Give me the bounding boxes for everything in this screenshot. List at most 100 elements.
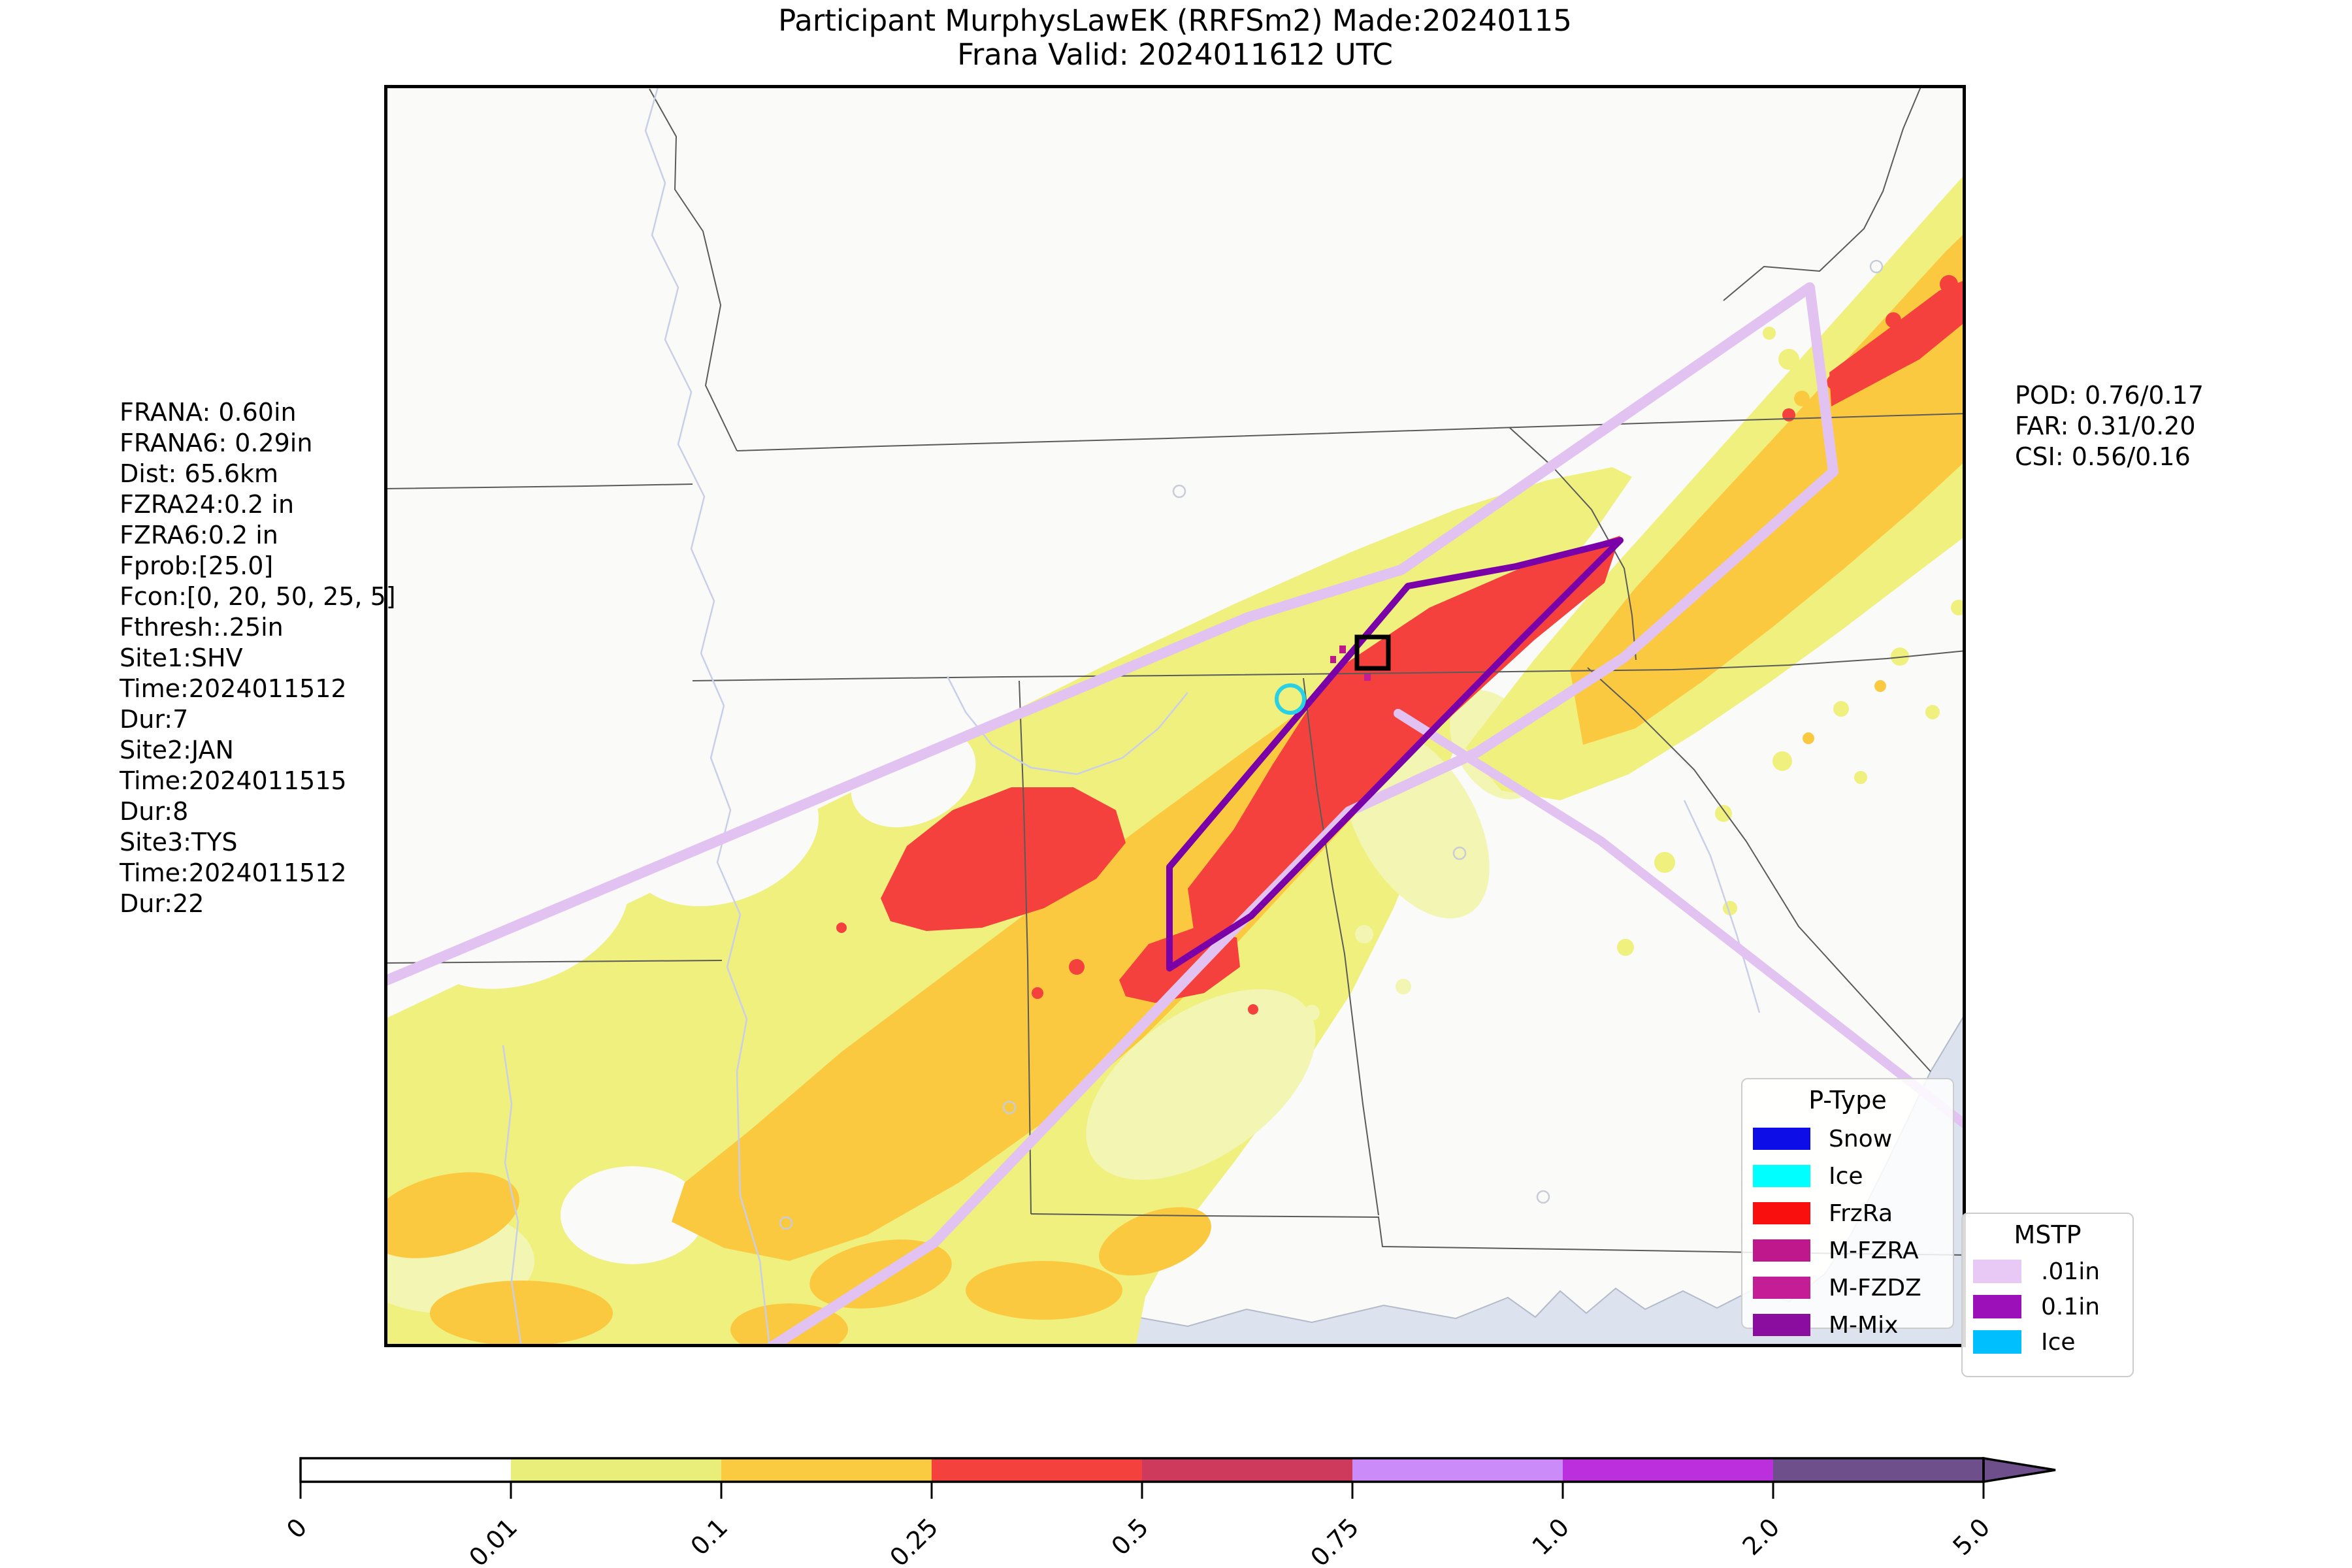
mstp-01in-line-se: [1394, 709, 1966, 1130]
colorbar-ticks: [299, 1482, 1985, 1499]
param-line: Fthresh:.25in: [120, 613, 284, 642]
mfzdz-swatch: [1753, 1277, 1810, 1299]
precip-light-specks: [1617, 327, 1966, 956]
legend-ptype-title: P-Type: [1808, 1086, 1887, 1115]
precip-light-ne-band: [1465, 173, 1966, 800]
site-square-marker: [1354, 634, 1391, 671]
param-line: Dur:7: [120, 705, 189, 734]
colorbar-seg-6: [1563, 1458, 1773, 1482]
river-tennessee: [946, 676, 1188, 776]
snow-swatch: [1753, 1128, 1810, 1150]
cbar-label-0-75: 0.75: [1305, 1512, 1364, 1568]
legend-item-snow: Snow: [1753, 1126, 1953, 1152]
legend-item-0-1in: 0.1in: [1973, 1294, 2132, 1320]
param-line: Time:2024011515: [120, 766, 347, 795]
param-line: Site3:TYS: [120, 828, 238, 857]
verification-stats-block: POD: 0.76/0.17 FAR: 0.31/0.20 CSI: 0.56/…: [2015, 380, 2204, 472]
mstp-ice-swatch: [1973, 1330, 2021, 1354]
ice-swatch: [1753, 1165, 1810, 1187]
frzra-label: FrzRa: [1829, 1200, 1893, 1227]
ice-label: Ice: [1829, 1162, 1863, 1190]
legend-item-mmix: M-Mix: [1753, 1311, 1953, 1339]
mmix-swatch: [1753, 1314, 1810, 1336]
site-circle-marker: [1275, 683, 1306, 715]
state-border-ga-sc: [1587, 667, 1931, 1072]
colorbar-seg-7: [1773, 1458, 1984, 1482]
legend-item-mstp-ice: Ice: [1973, 1328, 2132, 1356]
param-line: Fcon:[0, 20, 50, 25, 5]: [120, 582, 396, 611]
param-line: Site1:SHV: [120, 644, 243, 672]
map-frame: [384, 85, 1966, 1347]
frzra-swatch: [1753, 1202, 1810, 1224]
title-line-2: Frana Valid: 2024011612 UTC: [957, 37, 1393, 72]
map-canvas: [384, 85, 1966, 1347]
state-border-tn-nc: [1509, 427, 1637, 661]
legend-item-mfzra: M-FZRA: [1753, 1237, 1953, 1264]
colorbar-seg-5: [1352, 1458, 1563, 1482]
figure-title: Participant MurphysLawEK (RRFSm2) Made:2…: [384, 4, 1966, 72]
precip-moderate-specks: [1794, 391, 1886, 744]
param-line: Dist: 65.6km: [120, 459, 279, 488]
colorbar-seg-2: [721, 1458, 932, 1482]
legend-item-mfzdz: M-FZDZ: [1753, 1275, 1953, 1301]
cbar-label-0-1: 0.1: [685, 1512, 734, 1561]
title-line-1: Participant MurphysLawEK (RRFSm2) Made:2…: [778, 3, 1572, 38]
river-lines: [502, 85, 1761, 1347]
mstp-01in-label: .01in: [2041, 1258, 2100, 1285]
mstp-01in-swatch: [1973, 1260, 2021, 1283]
legend-mstp-title: MSTP: [2014, 1220, 2082, 1249]
stat-pod: POD: 0.76/0.17: [2015, 381, 2204, 410]
param-line: FRANA6: 0.29in: [120, 429, 313, 457]
colorbar-tick-labels: 0 0.01 0.1 0.25 0.5 0.75 1.0 2.0 5.0: [281, 1512, 1995, 1568]
forecast-parameter-block: FRANA: 0.60in FRANA6: 0.29in Dist: 65.6k…: [120, 397, 396, 919]
state-border-ky-tn: [736, 413, 1966, 451]
state-border-al-ga: [1303, 678, 1379, 1216]
param-line: Dur:22: [120, 889, 204, 918]
mstp-0-1in-polygon: [1166, 537, 1624, 972]
mfzra-swatch: [1753, 1239, 1810, 1262]
cbar-label-0-01: 0.01: [463, 1512, 523, 1568]
cbar-label-5-0: 5.0: [1948, 1512, 1996, 1561]
cbar-label-0-25: 0.25: [884, 1512, 943, 1568]
colorbar-seg-0: [301, 1458, 511, 1482]
cbar-label-0-5: 0.5: [1106, 1512, 1154, 1561]
state-border-ms-al: [1019, 680, 1032, 1215]
legend-item-01in: .01in: [1973, 1258, 2132, 1285]
param-line: Dur:8: [120, 797, 189, 826]
river-mississippi: [644, 85, 771, 1347]
precip-heavy-regions: [836, 275, 1966, 1015]
ptype-mix-specks: [1330, 645, 1371, 681]
colorbar-seg-3: [932, 1458, 1142, 1482]
colorbar-seg-4: [1142, 1458, 1352, 1482]
town-ring-markers: [779, 259, 1884, 1230]
cbar-label-2-0: 2.0: [1737, 1512, 1786, 1561]
legend-item-frzra: FrzRa: [1753, 1200, 1953, 1227]
colorbar-segments: [301, 1458, 1984, 1482]
param-line: FZRA24:0.2 in: [120, 490, 295, 519]
param-line: Time:2024011512: [120, 674, 347, 703]
param-line: Time:2024011512: [120, 858, 347, 887]
mstp-ice-label: Ice: [2041, 1328, 2076, 1356]
legend-ptype: P-Type Snow Ice FrzRa M-FZRA M-FZDZ M-Mi…: [1741, 1078, 1954, 1339]
param-line: Site2:JAN: [120, 736, 234, 764]
stat-far: FAR: 0.31/0.20: [2015, 412, 2196, 440]
legend-mstp: MSTP .01in 0.1in Ice: [1961, 1213, 2134, 1377]
stat-csi: CSI: 0.56/0.16: [2015, 442, 2191, 471]
mfzdz-label: M-FZDZ: [1829, 1274, 1921, 1301]
colorbar-extend-arrow: [1982, 1456, 2056, 1484]
mstp-01in-outline: [384, 282, 1966, 1347]
colorbar-seg-1: [511, 1458, 721, 1482]
legend-item-ice: Ice: [1753, 1162, 1953, 1190]
cbar-label-0: 0: [281, 1512, 312, 1544]
param-line: Fprob:[25.0]: [120, 551, 274, 580]
param-line: FRANA: 0.60in: [120, 398, 297, 427]
mfzra-label: M-FZRA: [1829, 1237, 1919, 1264]
colorbar: 0 0.01 0.1 0.25 0.5 0.75 1.0 2.0 5.0: [281, 1456, 2056, 1568]
snow-label: Snow: [1829, 1125, 1893, 1152]
mstp-0-1in-swatch: [1973, 1295, 2021, 1318]
mmix-label: M-Mix: [1829, 1311, 1899, 1339]
param-line: FZRA6:0.2 in: [120, 521, 278, 549]
mstp-0-1in-label: 0.1in: [2041, 1293, 2100, 1320]
cbar-label-1-0: 1.0: [1527, 1512, 1575, 1561]
